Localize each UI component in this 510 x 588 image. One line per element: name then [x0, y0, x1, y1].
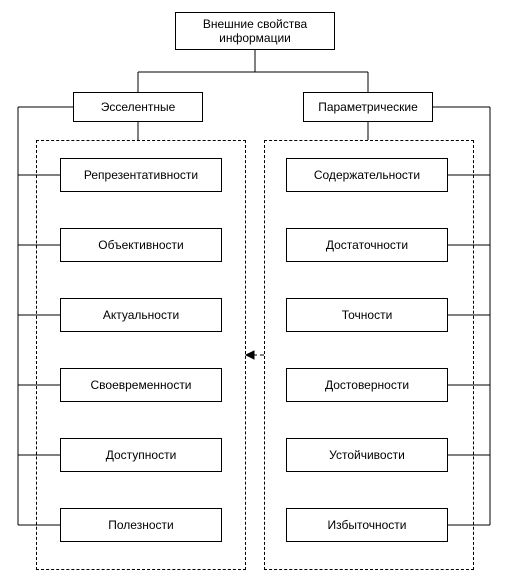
branch-parametric: Параметрические [303, 92, 433, 122]
root-node: Внешние свойства информации [175, 12, 335, 50]
leaf-left-4: Доступности [60, 438, 222, 472]
branch-essential: Эсселентные [73, 92, 203, 122]
leaf-left-1: Объективности [60, 228, 222, 262]
group-parametric [264, 140, 474, 570]
group-essential [36, 140, 246, 570]
leaf-left-5: Полезности [60, 508, 222, 542]
leaf-right-1: Достаточности [286, 228, 448, 262]
leaf-right-0: Содержательности [286, 158, 448, 192]
leaf-right-2: Точности [286, 298, 448, 332]
leaf-left-0: Репрезентативности [60, 158, 222, 192]
leaf-left-2: Актуальности [60, 298, 222, 332]
leaf-left-3: Своевременности [60, 368, 222, 402]
leaf-right-4: Устойчивости [286, 438, 448, 472]
leaf-right-5: Избыточности [286, 508, 448, 542]
leaf-right-3: Достоверности [286, 368, 448, 402]
